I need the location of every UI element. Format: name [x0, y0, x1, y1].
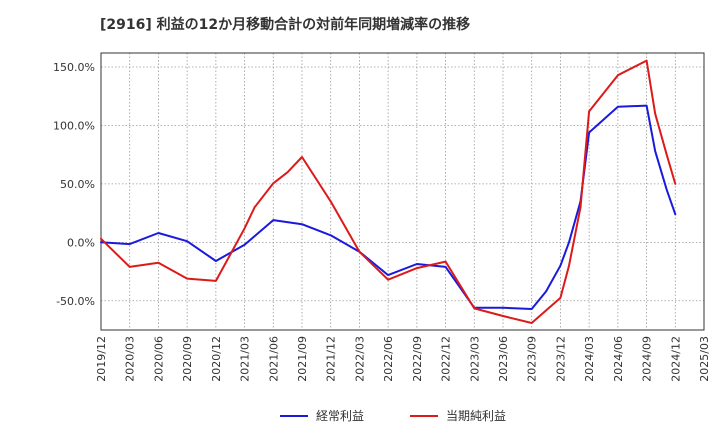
x-tick-label: 2024/12 — [669, 336, 682, 382]
x-tick-label: 2021/03 — [239, 336, 252, 382]
legend-label-2: 当期純利益 — [446, 409, 506, 423]
series-line-1 — [100, 104, 677, 310]
x-tick-label: 2024/03 — [583, 336, 596, 382]
x-tick-label: 2022/03 — [353, 336, 366, 382]
y-tick-label: 0.0% — [67, 236, 95, 249]
x-tick-label: 2023/12 — [554, 336, 567, 382]
chart-title: [2916] 利益の12か月移動合計の対前年同期増減率の推移 — [100, 17, 471, 33]
x-tick-label: 2024/09 — [641, 336, 654, 382]
x-tick-label: 2023/03 — [468, 336, 481, 382]
x-tick-label: 2020/12 — [210, 336, 223, 382]
plot-border — [100, 52, 705, 331]
y-tick-label: 150.0% — [53, 61, 95, 74]
x-tick-label: 2022/06 — [382, 336, 395, 382]
x-tick-label: 2023/09 — [526, 336, 539, 382]
y-tick-label: -50.0% — [56, 295, 95, 308]
x-tick-label: 2020/09 — [181, 336, 194, 382]
x-tick-label: 2022/09 — [411, 336, 424, 382]
x-tick-label: 2020/03 — [124, 336, 137, 382]
x-tick-label: 2021/09 — [296, 336, 309, 382]
series-line-2 — [100, 59, 677, 324]
x-tick-label: 2019/12 — [95, 336, 108, 382]
x-tick-label: 2024/06 — [612, 336, 625, 382]
x-tick-label: 2021/06 — [267, 336, 280, 382]
x-tick-label: 2025/03 — [698, 336, 711, 382]
y-tick-label: 50.0% — [60, 178, 95, 191]
x-tick-label: 2020/06 — [152, 336, 165, 382]
legend-label-1: 経常利益 — [316, 409, 364, 423]
y-tick-label: 100.0% — [53, 119, 95, 132]
plot-area — [101, 53, 704, 330]
x-tick-label: 2023/06 — [497, 336, 510, 382]
x-tick-label: 2021/12 — [325, 336, 338, 382]
x-tick-label: 2022/12 — [440, 336, 453, 382]
